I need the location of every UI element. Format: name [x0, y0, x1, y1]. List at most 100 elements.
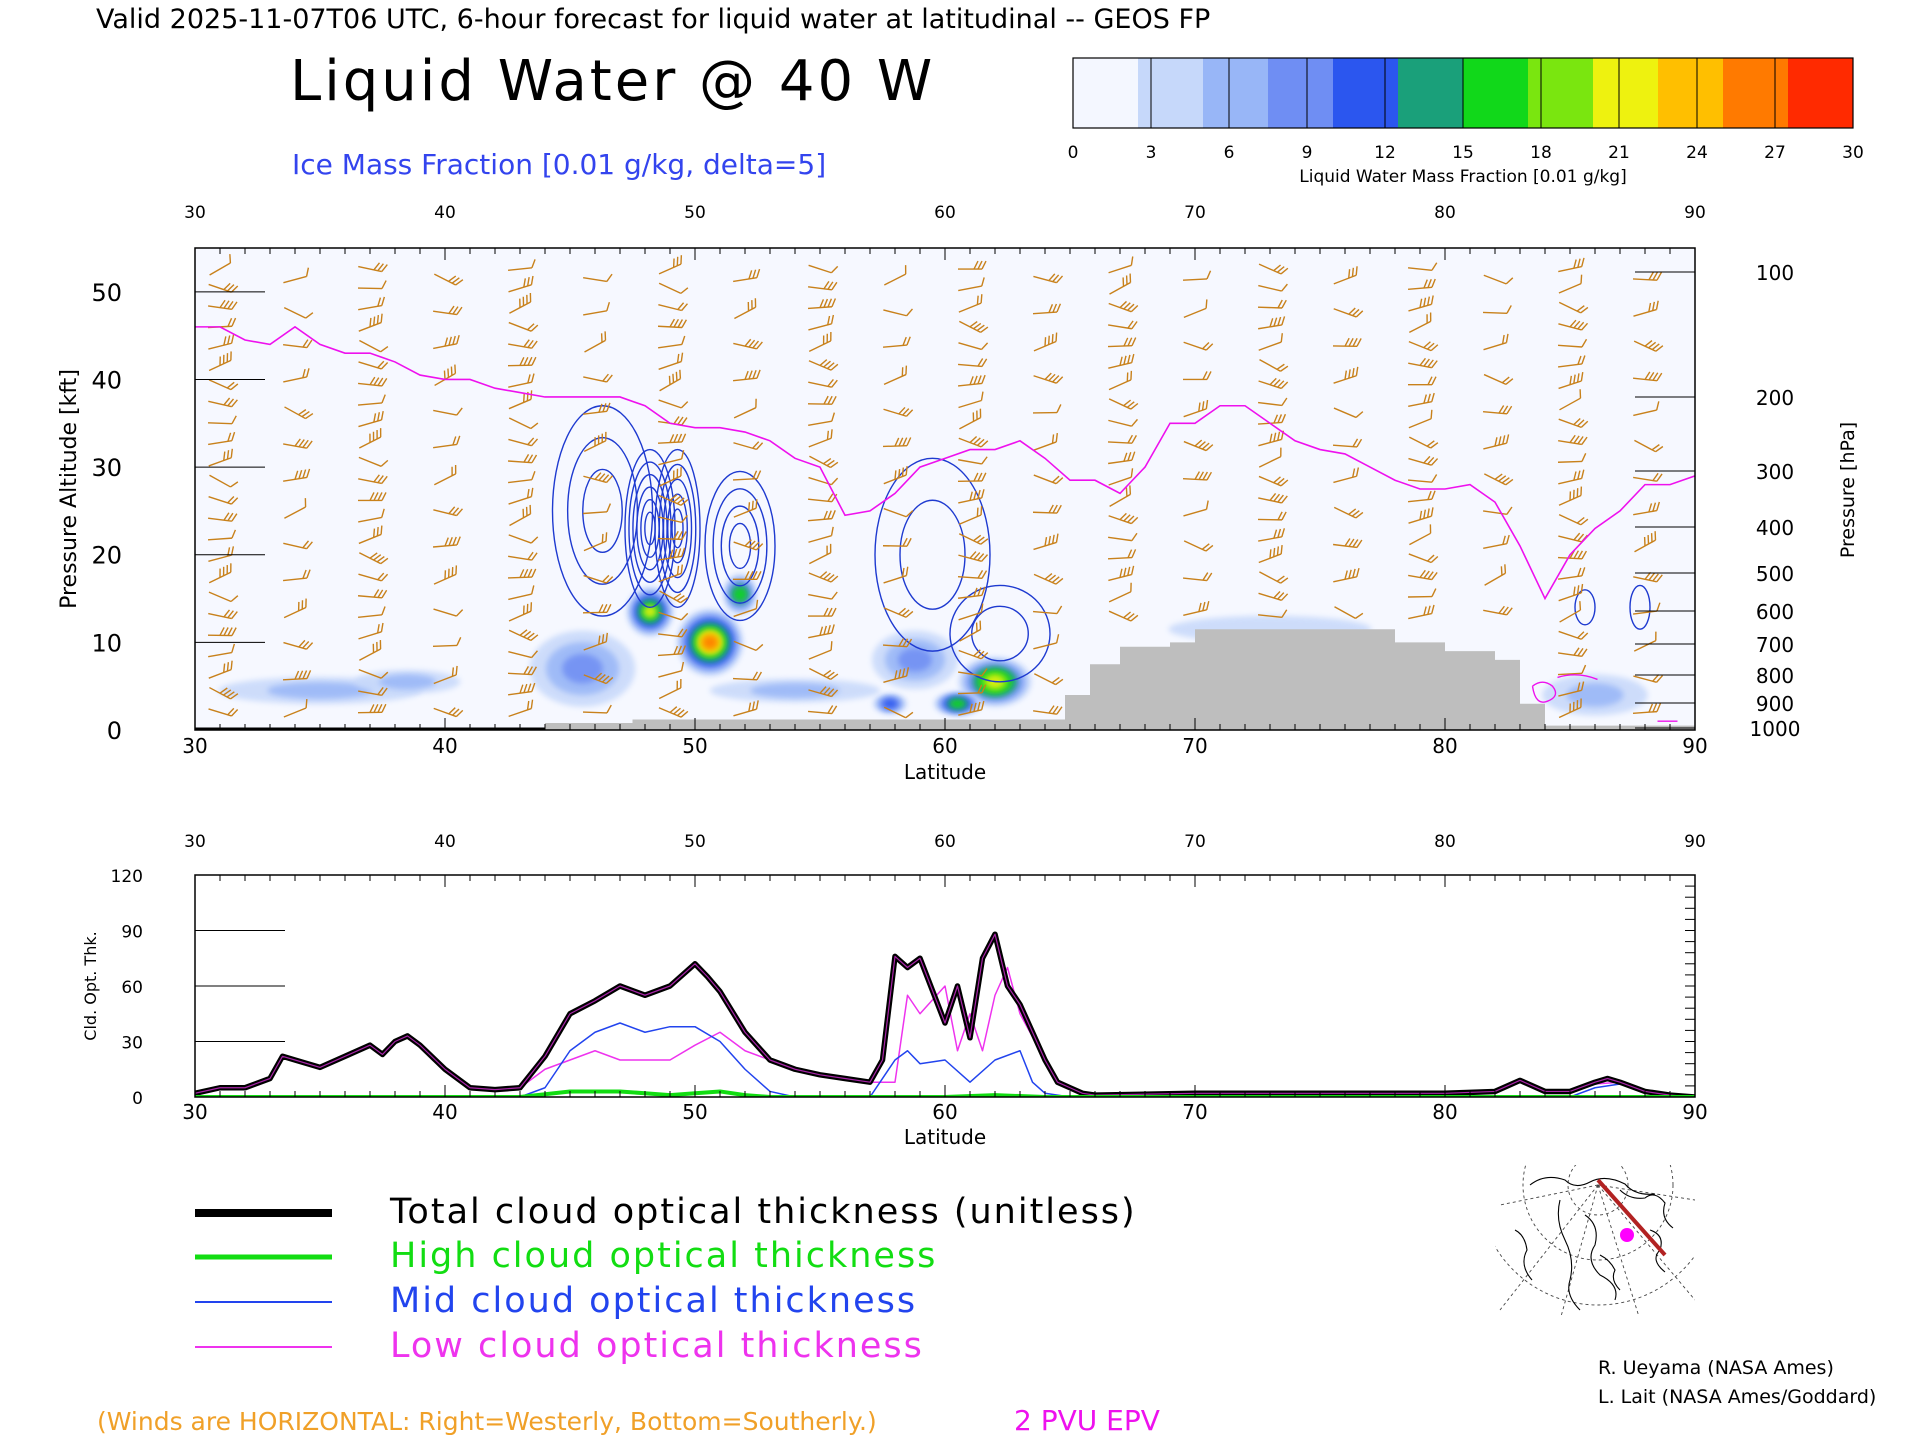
colorbar-swatch — [1788, 58, 1854, 128]
wind-barb-flag — [530, 536, 539, 544]
wind-barb-flag — [980, 506, 983, 516]
wind-barb — [1558, 319, 1589, 331]
wind-barb — [357, 703, 387, 714]
wind-barb-flag — [826, 545, 828, 555]
wind-barb — [1032, 504, 1062, 514]
wind-barb-flag — [977, 260, 983, 270]
ice-contour — [1629, 584, 1651, 630]
wind-barb — [808, 280, 838, 291]
wind-barb-flag — [1427, 456, 1435, 465]
ice-contour — [658, 463, 697, 594]
wind-barb — [1632, 371, 1663, 382]
wind-barb-flag — [1277, 528, 1282, 538]
wind-barb-flag — [830, 477, 839, 486]
wind-barb-flag — [1273, 476, 1281, 484]
wind-barb — [207, 627, 237, 637]
wind-barb-shaft — [1332, 444, 1358, 448]
wind-barb — [207, 529, 237, 541]
wind-barb-flag — [1352, 338, 1358, 347]
wind-barb — [209, 686, 239, 700]
wind-barb-flag — [1269, 492, 1277, 501]
wind-barb — [733, 268, 761, 283]
wind-barb-flag — [380, 411, 384, 421]
wind-barb-flag — [1044, 372, 1052, 380]
wind-barb-flag — [981, 684, 987, 694]
wind-barb-flag — [1127, 337, 1133, 347]
top-x-axis-label: Latitude — [904, 760, 986, 784]
wind-barb-flag — [598, 473, 606, 481]
wind-barb-flag — [1652, 472, 1659, 482]
wind-barb-flag — [676, 565, 680, 575]
wind-barb-flag — [1580, 486, 1583, 496]
cot-x-axis-label: Latitude — [904, 1125, 986, 1149]
wind-barb-flag — [1119, 568, 1123, 578]
wind-barb-flag — [231, 627, 237, 636]
wind-barb — [1634, 439, 1664, 453]
wind-barb-flag — [452, 436, 457, 446]
wind-barb-flag — [1502, 435, 1506, 445]
wind-barb-flag — [1355, 612, 1364, 619]
liquid-water-colorbar — [1072, 57, 1854, 129]
wind-barb-flag — [819, 686, 827, 694]
wind-barb — [658, 255, 683, 275]
wind-barb-flag — [1201, 543, 1210, 550]
wind-barb — [1407, 474, 1438, 483]
wind-barb — [283, 368, 310, 383]
wind-barb-flag — [606, 374, 613, 383]
wind-barb-flag — [1344, 370, 1348, 380]
wind-barb-flag — [969, 436, 978, 444]
wind-barb-flag — [1431, 571, 1438, 581]
top-x-tick-label-upper: 60 — [934, 203, 956, 223]
wind-barb-flag — [529, 293, 532, 302]
wind-barb-flag — [752, 269, 757, 279]
wind-barb-flag — [980, 294, 983, 304]
wind-barb — [1633, 340, 1664, 352]
wind-barb — [883, 607, 914, 618]
wind-barb — [509, 504, 532, 527]
wind-barb-flag — [373, 528, 376, 538]
ice-mass-fraction-label: Ice Mass Fraction [0.01 g/kg, delta=5] — [292, 148, 826, 181]
wind-barb-flag — [377, 572, 385, 581]
wind-barb-flag — [526, 277, 530, 287]
cot-x-tick-label-upper: 80 — [1434, 832, 1456, 852]
wind-barb-shaft — [658, 687, 682, 700]
wind-barb-flag — [1576, 488, 1579, 498]
wind-barb-flag — [1648, 341, 1657, 349]
wind-barb-flag — [1427, 376, 1433, 386]
wind-barb — [508, 321, 539, 332]
wind-barb-flag — [1573, 532, 1581, 541]
wind-barb — [1633, 631, 1657, 652]
wind-barb — [1558, 513, 1589, 526]
wind-barb-flag — [1427, 279, 1432, 288]
wind-barb-flag — [379, 640, 382, 650]
liquid-water-blob — [267, 682, 373, 699]
wind-barb-flag — [973, 702, 977, 712]
wind-barb — [959, 620, 982, 642]
wind-barb-shaft — [658, 572, 682, 583]
wind-barb — [583, 632, 608, 651]
colorbar-swatch — [1138, 58, 1204, 128]
wind-barb-flag — [973, 490, 977, 500]
wind-barb-shaft — [1408, 553, 1432, 564]
wind-barb-flag — [673, 416, 680, 425]
wind-barb-flag — [1573, 435, 1580, 444]
wind-barb-shaft — [1632, 278, 1658, 281]
wind-barb-flag — [376, 624, 380, 634]
wind-barb-flag — [827, 705, 834, 714]
wind-barb-flag — [827, 607, 833, 617]
colorbar-tick: 6 — [1224, 143, 1235, 163]
wind-barb — [1333, 266, 1358, 285]
wind-barb — [1108, 398, 1139, 410]
wind-barb — [508, 551, 538, 561]
wind-barb-flag — [973, 322, 982, 330]
wind-barb-flag — [1202, 601, 1206, 611]
wind-barb-flag — [1581, 567, 1586, 577]
wind-barb-flag — [827, 493, 834, 502]
epv-line — [195, 325, 1695, 601]
wind-barb — [958, 277, 985, 292]
wind-barb — [658, 335, 686, 349]
wind-barb-flag — [827, 510, 832, 520]
wind-barb-flag — [1052, 504, 1058, 514]
wind-barb-flag — [752, 369, 757, 379]
wind-barb — [1632, 271, 1663, 281]
